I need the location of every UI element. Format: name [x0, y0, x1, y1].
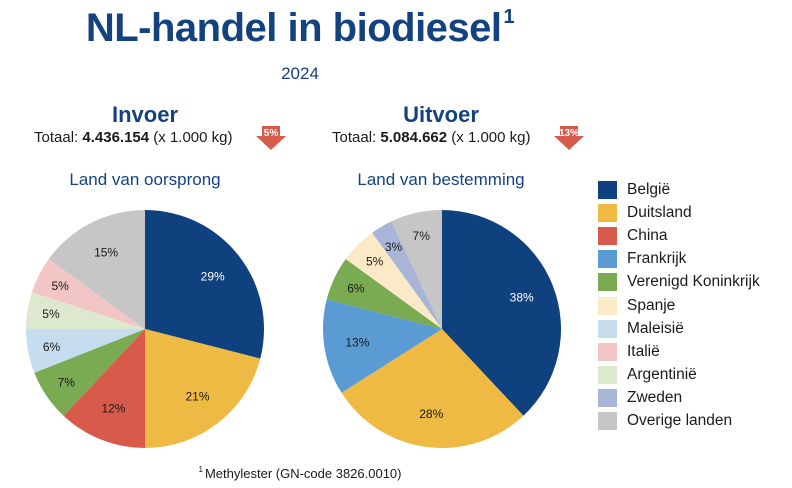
pie-data-label: 29%	[201, 269, 225, 283]
pie-slice-overige-landen	[48, 210, 146, 329]
uitvoer-total-unit: (x 1.000 kg)	[447, 129, 531, 146]
pie-data-label: 5%	[52, 279, 70, 293]
invoer-heading: Invoer	[111, 102, 179, 127]
uitvoer-change-value: 13%	[558, 128, 579, 139]
legend-swatch	[598, 203, 617, 222]
legend-item: Argentinië	[598, 364, 760, 387]
legend-label: China	[627, 226, 668, 244]
uitvoer-total: Totaal: 5.084.662 (x 1.000 kg)	[332, 129, 530, 146]
legend-label: Frankrijk	[627, 250, 687, 268]
pie-slice-argentini-	[26, 292, 145, 329]
pie-slice-verenigd-koninkrijk	[326, 259, 442, 329]
legend-item: Zweden	[598, 387, 760, 410]
pie-data-label: 28%	[419, 407, 443, 421]
arrow-down-icon	[554, 126, 584, 150]
pie-data-label: 13%	[345, 335, 369, 349]
pie-slice-spanje	[345, 232, 442, 329]
pie-slice-maleisi-	[26, 329, 145, 373]
legend-item: Italië	[598, 340, 760, 363]
pie-data-label: 5%	[42, 307, 60, 321]
legend-label: Duitsland	[627, 203, 692, 221]
legend-swatch	[598, 226, 617, 245]
invoer-total: Totaal: 4.436.154 (x 1.000 kg)	[34, 129, 232, 146]
legend-label: Maleisië	[627, 319, 684, 337]
legend-item: Duitsland	[598, 201, 760, 224]
invoer-change-value: 5%	[263, 128, 279, 139]
legend-item: Overige landen	[598, 410, 760, 433]
legend-label: Zweden	[627, 389, 683, 407]
pie-data-label: 7%	[413, 229, 431, 243]
uitvoer-pie: 38% 28% 13% 6%5%3% 7%	[323, 210, 561, 449]
pie-slice-zweden	[372, 221, 442, 329]
chart-title: NL-handel in biodiesel 1	[0, 6, 600, 51]
pie-slice-verenigd-koninkrijk	[34, 329, 145, 416]
footnote: 1 Methylester (GN-code 3826.0010)	[0, 465, 600, 481]
chart-year: 2024	[281, 64, 319, 83]
legend-swatch	[598, 412, 617, 431]
uitvoer-total-prefix: Totaal:	[332, 129, 381, 146]
legend-swatch	[598, 389, 617, 408]
arrow-down-icon	[256, 126, 286, 150]
pie-slice-belgi-	[442, 210, 561, 416]
legend-item: Maleisië	[598, 317, 760, 340]
legend-swatch	[598, 296, 617, 315]
pie-slice-belgi-	[145, 210, 264, 359]
legend: België Duitsland China Frankrijk Verenigd Ko…	[598, 178, 760, 433]
legend-label: Verenigd Koninkrijk	[627, 273, 760, 291]
legend-label: Argentinië	[627, 366, 697, 384]
uitvoer-subtitle: Land van bestemming	[357, 170, 525, 189]
pie-data-label: 3%	[385, 240, 403, 254]
invoer-total-prefix: Totaal:	[34, 129, 83, 146]
pie-slice-duitsland	[145, 329, 261, 448]
legend-item: Verenigd Koninkrijk	[598, 271, 760, 294]
pie-slice-overige-landen	[391, 210, 442, 329]
legend-swatch	[598, 250, 617, 269]
legend-label: Overige landen	[627, 412, 733, 430]
chart-title-text: NL-handel in biodiesel	[85, 6, 502, 50]
legend-swatch	[598, 273, 617, 292]
pie-data-label: 6%	[43, 340, 61, 354]
invoer-subtitle: Land van oorsprong	[69, 170, 221, 189]
invoer-pie: 29% 21% 12% 7% 6% 5% 5% 15%	[26, 210, 264, 448]
legend-label: Spanje	[627, 296, 676, 314]
legend-item: Spanje	[598, 294, 760, 317]
pie-slice-itali-	[31, 259, 146, 329]
pie-data-label: 15%	[94, 246, 118, 260]
title-footnote-marker: 1	[503, 6, 515, 28]
pie-slice-duitsland	[341, 329, 524, 449]
pie-data-label: 6%	[347, 281, 365, 295]
pie-slice-frankrijk	[323, 299, 442, 393]
legend-swatch	[598, 342, 617, 361]
footnote-marker: 1	[198, 465, 203, 474]
pie-data-label: 5%	[366, 255, 384, 269]
pie-data-label: 38%	[510, 290, 534, 304]
uitvoer-heading: Uitvoer	[403, 102, 479, 127]
pie-charts: 29%21%12%7%6%5%5%15% 38%28%13%6%5%3%7%	[26, 210, 561, 449]
legend-item: China	[598, 224, 760, 247]
pie-data-label: 12%	[101, 402, 125, 416]
legend-swatch	[598, 180, 617, 199]
pie-slice-china	[63, 329, 145, 448]
invoer-total-unit: (x 1.000 kg)	[149, 129, 233, 146]
legend-item: België	[598, 178, 760, 201]
uitvoer-total-value: 5.084.662	[380, 129, 448, 146]
legend-swatch	[598, 366, 617, 385]
uitvoer-change-badge: 13%	[554, 126, 584, 150]
legend-item: Frankrijk	[598, 248, 760, 271]
footnote-text: Methylester (GN-code 3826.0010)	[204, 466, 402, 481]
pie-data-label: 7%	[58, 376, 76, 390]
invoer-total-value: 4.436.154	[82, 129, 150, 146]
invoer-change-badge: 5%	[256, 126, 286, 150]
legend-label: Italië	[627, 342, 660, 360]
pie-data-label: 21%	[185, 390, 209, 404]
legend-swatch	[598, 319, 617, 338]
legend-label: België	[627, 180, 671, 198]
